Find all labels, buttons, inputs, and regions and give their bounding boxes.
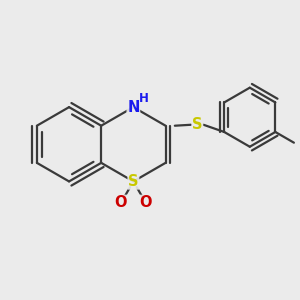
Text: S: S <box>192 117 202 132</box>
Text: O: O <box>115 195 127 210</box>
Text: H: H <box>139 92 149 105</box>
Text: S: S <box>128 174 139 189</box>
Text: O: O <box>140 195 152 210</box>
Text: N: N <box>127 100 140 115</box>
